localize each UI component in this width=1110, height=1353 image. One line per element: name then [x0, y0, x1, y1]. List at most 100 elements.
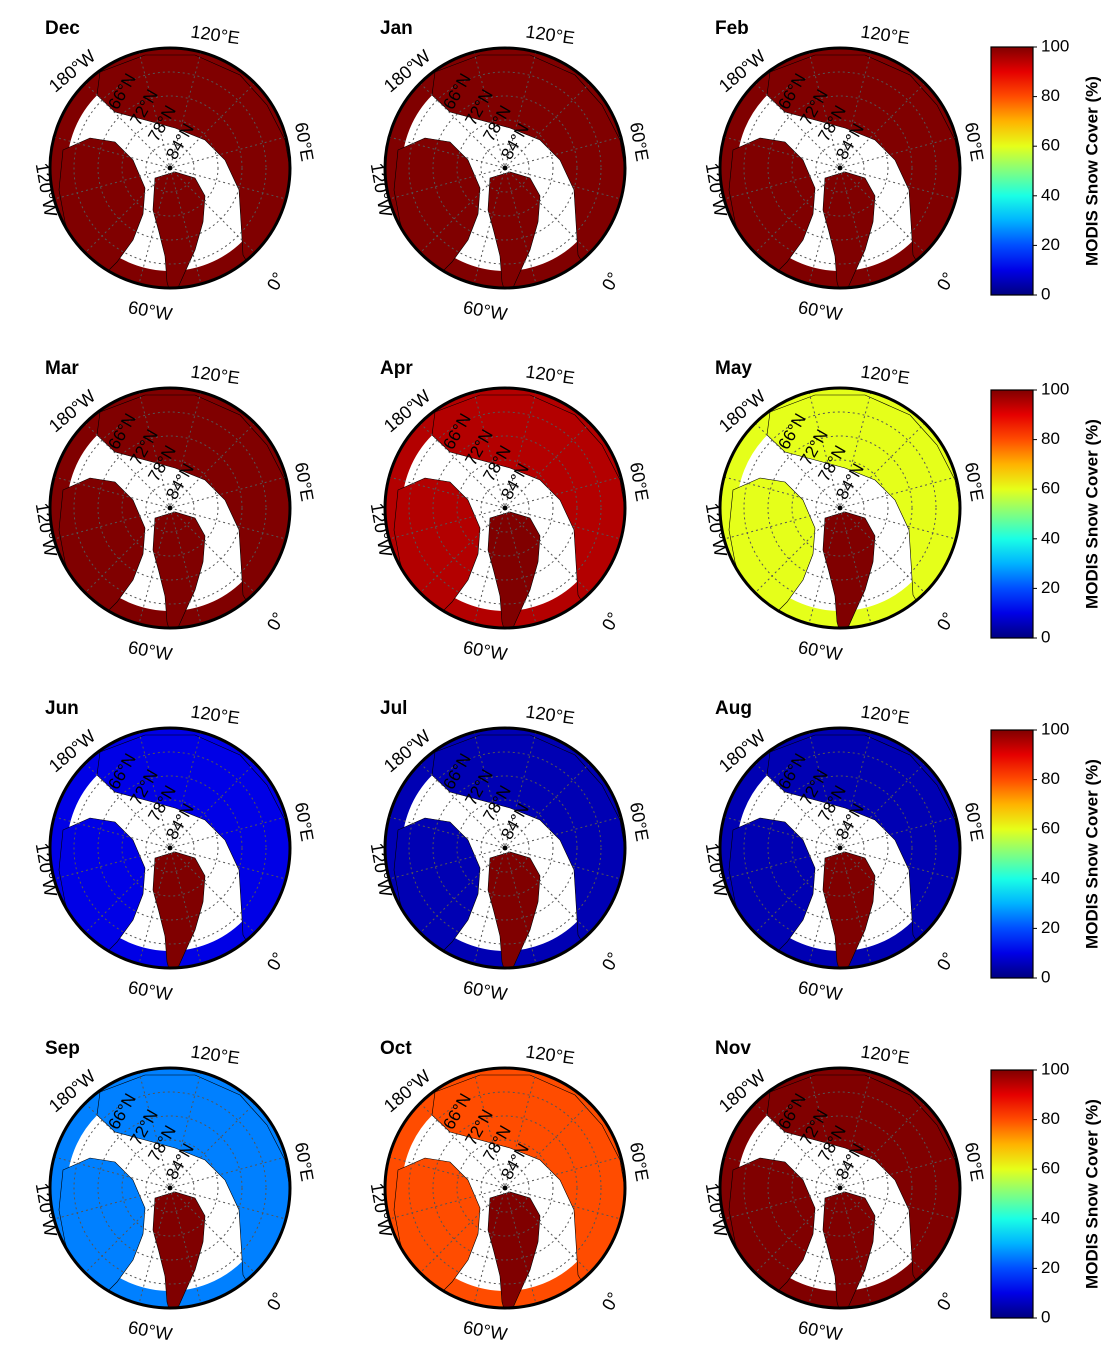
longitude-label-0: 0° — [598, 609, 624, 634]
map-panel-aug: Aug 66°N 72°N 78°N 84°N 120°E 60°E 180°W 120°W 60… — [675, 680, 1005, 1010]
north-pole-marker — [503, 166, 508, 171]
north-pole-marker — [838, 1186, 843, 1191]
colorbar-title: MODIS Snow Cover (%) — [1082, 759, 1101, 949]
colorbar-tick-label: 60 — [1041, 819, 1060, 838]
colorbar-tick-label: 20 — [1041, 578, 1060, 597]
longitude-label-60e: 60°E — [291, 461, 318, 503]
longitude-label-60e: 60°E — [626, 1141, 653, 1183]
colorbar: 100 80 60 40 20 0 MODIS Snow Cover (%) — [975, 368, 1105, 658]
colorbar-tick-label: 60 — [1041, 1159, 1060, 1178]
colorbar-tick-label: 0 — [1041, 627, 1050, 646]
colorbar-tick-label: 20 — [1041, 235, 1060, 254]
colorbar-tick-label: 60 — [1041, 136, 1060, 155]
map-panel-sep: Sep 66°N 72°N 78°N 84°N 120°E 60°E 180°W 120°W 60… — [5, 1020, 335, 1350]
map-panel-feb: Feb 66°N 72°N 78°N 84°N 120°E 60°E 180°W 120°W 60… — [675, 0, 1005, 330]
longitude-label-60w: 60°W — [797, 637, 844, 664]
polar-map: 66°N72°N78°N84°N120°E60°E180°W120°W60°W0… — [675, 0, 1005, 330]
north-pole-marker — [838, 846, 843, 851]
map-panel-apr: Apr 66°N 72°N 78°N 84°N 120°E 60°E 180°W 120°W 60… — [340, 340, 670, 670]
north-pole-marker — [168, 846, 173, 851]
map-panel-oct: Oct 66°N 72°N 78°N 84°N 120°E 60°E 180°W 120°W 60… — [340, 1020, 670, 1350]
map-panel-dec: Dec 66°N 72°N 78°N 84°N 120°E 60°E 180°W 120°W 60… — [5, 0, 335, 330]
longitude-label-60e: 60°E — [626, 461, 653, 503]
colorbar: 100 80 60 40 20 0 MODIS Snow Cover (%) — [975, 25, 1105, 315]
longitude-label-0: 0° — [598, 269, 624, 294]
longitude-label-60w: 60°W — [462, 1317, 509, 1344]
colorbar-title: MODIS Snow Cover (%) — [1082, 1099, 1101, 1289]
colorbar-tick-label: 40 — [1041, 868, 1060, 887]
longitude-label-60w: 60°W — [127, 977, 174, 1004]
polar-map: 66°N72°N78°N84°N120°E60°E180°W120°W60°W0… — [5, 680, 335, 1010]
colorbar-tick-label: 0 — [1041, 967, 1050, 986]
north-pole-marker — [503, 1186, 508, 1191]
longitude-label-0: 0° — [263, 269, 289, 294]
colorbar-tick-label: 80 — [1041, 429, 1060, 448]
polar-map: 66°N72°N78°N84°N120°E60°E180°W120°W60°W0… — [340, 1020, 670, 1350]
map-panel-jun: Jun 66°N 72°N 78°N 84°N 120°E 60°E 180°W 120°W 60… — [5, 680, 335, 1010]
polar-map: 66°N72°N78°N84°N120°E60°E180°W120°W60°W0… — [5, 1020, 335, 1350]
north-pole-marker — [168, 1186, 173, 1191]
longitude-label-120e: 120°E — [524, 701, 576, 728]
longitude-label-60w: 60°W — [462, 297, 509, 324]
north-pole-marker — [168, 166, 173, 171]
map-panel-jan: Jan 66°N 72°N 78°N 84°N 120°E 60°E 180°W 120°W 60… — [340, 0, 670, 330]
colorbar-tick-label: 40 — [1041, 185, 1060, 204]
polar-map: 66°N72°N78°N84°N120°E60°E180°W120°W60°W0… — [675, 680, 1005, 1010]
longitude-label-0: 0° — [933, 609, 959, 634]
colorbar-tick-label: 0 — [1041, 284, 1050, 303]
longitude-label-60w: 60°W — [127, 297, 174, 324]
colorbar-gradient — [991, 730, 1033, 978]
colorbar-title: MODIS Snow Cover (%) — [1082, 76, 1101, 266]
colorbar-tick-label: 100 — [1041, 719, 1069, 738]
north-pole-marker — [503, 846, 508, 851]
colorbar-tick-label: 40 — [1041, 1208, 1060, 1227]
longitude-label-120e: 120°E — [189, 361, 241, 388]
longitude-label-120e: 120°E — [189, 21, 241, 48]
longitude-label-120e: 120°E — [189, 1041, 241, 1068]
map-panel-nov: Nov 66°N 72°N 78°N 84°N 120°E 60°E 180°W 120°W 60… — [675, 1020, 1005, 1350]
longitude-label-60w: 60°W — [797, 297, 844, 324]
colorbar: 100 80 60 40 20 0 MODIS Snow Cover (%) — [975, 1048, 1105, 1338]
colorbar-title: MODIS Snow Cover (%) — [1082, 419, 1101, 609]
colorbar-tick-label: 100 — [1041, 36, 1069, 55]
longitude-label-0: 0° — [933, 1289, 959, 1314]
colorbar-tick-label: 80 — [1041, 86, 1060, 105]
colorbar-tick-label: 40 — [1041, 528, 1060, 547]
longitude-label-0: 0° — [263, 609, 289, 634]
polar-map: 66°N72°N78°N84°N120°E60°E180°W120°W60°W0… — [675, 1020, 1005, 1350]
north-pole-marker — [838, 506, 843, 511]
longitude-label-60e: 60°E — [626, 801, 653, 843]
north-pole-marker — [503, 506, 508, 511]
polar-map: 66°N72°N78°N84°N120°E60°E180°W120°W60°W0… — [675, 340, 1005, 670]
polar-map: 66°N72°N78°N84°N120°E60°E180°W120°W60°W0… — [340, 340, 670, 670]
colorbar-tick-label: 20 — [1041, 1258, 1060, 1277]
colorbar-gradient — [991, 47, 1033, 295]
map-panel-jul: Jul 66°N 72°N 78°N 84°N 120°E 60°E 180°W 120°W 60… — [340, 680, 670, 1010]
longitude-label-0: 0° — [263, 1289, 289, 1314]
longitude-label-0: 0° — [263, 949, 289, 974]
colorbar-gradient — [991, 1070, 1033, 1318]
north-pole-marker — [168, 506, 173, 511]
longitude-label-60w: 60°W — [127, 637, 174, 664]
longitude-label-60e: 60°E — [291, 801, 318, 843]
polar-map: 66°N72°N78°N84°N120°E60°E180°W120°W60°W0… — [340, 680, 670, 1010]
longitude-label-60w: 60°W — [462, 977, 509, 1004]
polar-map: 66°N72°N78°N84°N120°E60°E180°W120°W60°W0… — [340, 0, 670, 330]
longitude-label-60w: 60°W — [797, 977, 844, 1004]
colorbar-tick-label: 60 — [1041, 479, 1060, 498]
colorbar-tick-label: 100 — [1041, 379, 1069, 398]
polar-map: 66°N72°N78°N84°N120°E60°E180°W120°W60°W0… — [5, 340, 335, 670]
longitude-label-60w: 60°W — [462, 637, 509, 664]
longitude-label-120e: 120°E — [524, 21, 576, 48]
map-panel-mar: Mar 66°N 72°N 78°N 84°N 120°E 60°E 180°W 120°W 60… — [5, 340, 335, 670]
longitude-label-60e: 60°E — [626, 121, 653, 163]
colorbar-tick-label: 0 — [1041, 1307, 1050, 1326]
colorbar: 100 80 60 40 20 0 MODIS Snow Cover (%) — [975, 708, 1105, 998]
longitude-label-0: 0° — [933, 269, 959, 294]
longitude-label-60e: 60°E — [291, 1141, 318, 1183]
longitude-label-120e: 120°E — [859, 21, 911, 48]
longitude-label-120e: 120°E — [189, 701, 241, 728]
longitude-label-60w: 60°W — [127, 1317, 174, 1344]
map-panel-may: May 66°N 72°N 78°N 84°N 120°E 60°E 180°W 120°W 60… — [675, 340, 1005, 670]
